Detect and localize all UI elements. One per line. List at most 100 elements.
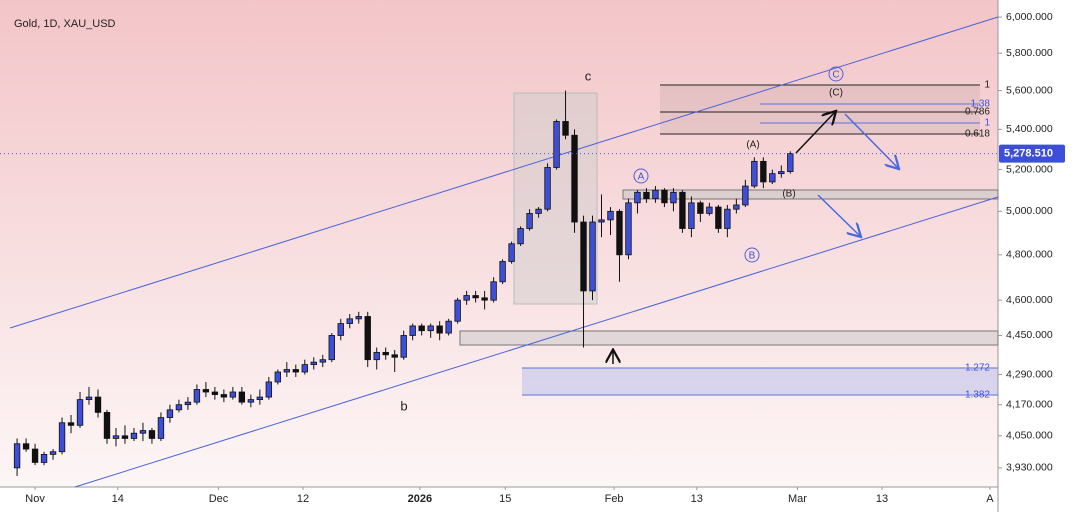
fib-label: 1 [984, 118, 990, 129]
candle-body [589, 221, 596, 292]
wave-label: (B) [782, 189, 795, 200]
fib-label: 0.618 [965, 129, 990, 140]
x-tick-label: 2026 [408, 493, 432, 505]
y-tick-label: 5,200.000 [1006, 163, 1053, 175]
candle-body [364, 316, 371, 361]
candle-body [256, 396, 264, 401]
y-tick-label: 4,050.000 [1006, 430, 1053, 442]
candle-body [67, 422, 75, 426]
candle-body [139, 430, 147, 434]
fib-label: 1.272 [965, 363, 990, 374]
fib-label: 1 [984, 80, 990, 91]
candle-body [238, 391, 246, 403]
candle-body [418, 325, 425, 332]
chart-title: Gold, 1D, XAU_USD [14, 18, 116, 30]
candle-body [454, 299, 461, 322]
candle-body [103, 411, 111, 439]
candle-body [670, 191, 677, 204]
candle-body [625, 202, 632, 256]
wave-label: c [585, 68, 592, 83]
candle-body [526, 213, 533, 229]
candle-body [265, 381, 273, 398]
x-tick-label: 15 [499, 493, 511, 505]
candle-body [22, 443, 30, 450]
candle-body [481, 297, 488, 301]
candle-body [40, 453, 48, 463]
wave-label: b [400, 398, 407, 413]
candle-body [508, 243, 515, 262]
candle-body [688, 202, 695, 229]
candle-body [571, 134, 578, 223]
y-tick-label: 4,600.000 [1006, 294, 1053, 306]
projection-arrow [844, 113, 898, 168]
channel-line [9, 16, 999, 329]
support-zone [459, 330, 999, 346]
candle-body [697, 202, 704, 214]
candle-body [778, 171, 785, 175]
x-tick-label: 13 [876, 493, 888, 505]
channel-line [74, 196, 999, 488]
x-tick-label: Mar [788, 493, 807, 505]
wave-label: B [749, 251, 756, 262]
candle-body [517, 228, 524, 245]
candle-body [112, 435, 120, 439]
candles [13, 90, 794, 477]
candle-body [535, 208, 542, 214]
x-tick-label: 12 [297, 493, 309, 505]
candle-body [121, 435, 129, 439]
wave-circle [828, 66, 844, 82]
candle-body [310, 361, 317, 365]
candle-body [211, 391, 219, 395]
drawings: c b (A) (B) (C) A B C 1 0.786 0.618 1.38… [9, 16, 999, 488]
candle-body [769, 173, 776, 183]
candle-body [616, 210, 623, 256]
candle-body [427, 325, 434, 332]
candle-body [607, 210, 614, 221]
target-zone [522, 368, 998, 395]
last-price-tag [999, 144, 1065, 163]
candle-body [157, 417, 165, 439]
wave-label: (C) [829, 88, 843, 99]
candle-body [355, 316, 362, 320]
candle-body [76, 399, 84, 426]
candle-body [328, 335, 335, 361]
last-price-label: 5,278.510 [1004, 147, 1053, 159]
candle-body [382, 351, 389, 356]
y-tick-label: 3,930.000 [1006, 462, 1053, 474]
candle-body [436, 325, 443, 334]
candle-body [733, 204, 740, 210]
time-axis-background [0, 487, 998, 512]
candle-body [742, 185, 749, 206]
candle-body [13, 443, 21, 469]
y-tick-label: 4,170.000 [1006, 398, 1053, 410]
x-tick-label: Feb [605, 493, 624, 505]
candle-body [175, 404, 183, 411]
candle-body [760, 160, 767, 183]
fib-label: 1.38 [971, 99, 991, 110]
candle-body [85, 396, 93, 401]
y-tick-label: 4,290.000 [1006, 368, 1053, 380]
candle-body [553, 121, 560, 168]
candle-body [490, 281, 497, 301]
candle-body [220, 394, 228, 398]
candle-body [229, 391, 237, 398]
candle-body [751, 160, 758, 187]
candle-body [283, 369, 290, 373]
support-zone [622, 189, 999, 200]
y-tick-label: 6,000.000 [1006, 11, 1053, 23]
candle-body [58, 422, 66, 453]
wave-circle [633, 168, 649, 184]
candle-body [301, 364, 308, 373]
price-axis-background [998, 0, 1079, 512]
candle-body [634, 191, 641, 204]
candle-body [679, 191, 686, 229]
fib-box [660, 85, 980, 134]
candle-body [562, 121, 569, 136]
candle-body [130, 432, 138, 439]
candle-body [193, 389, 201, 403]
y-tick-label: 4,800.000 [1006, 249, 1053, 261]
candle-body [706, 206, 713, 214]
wave-circle [744, 247, 760, 263]
candle-body [787, 153, 794, 172]
